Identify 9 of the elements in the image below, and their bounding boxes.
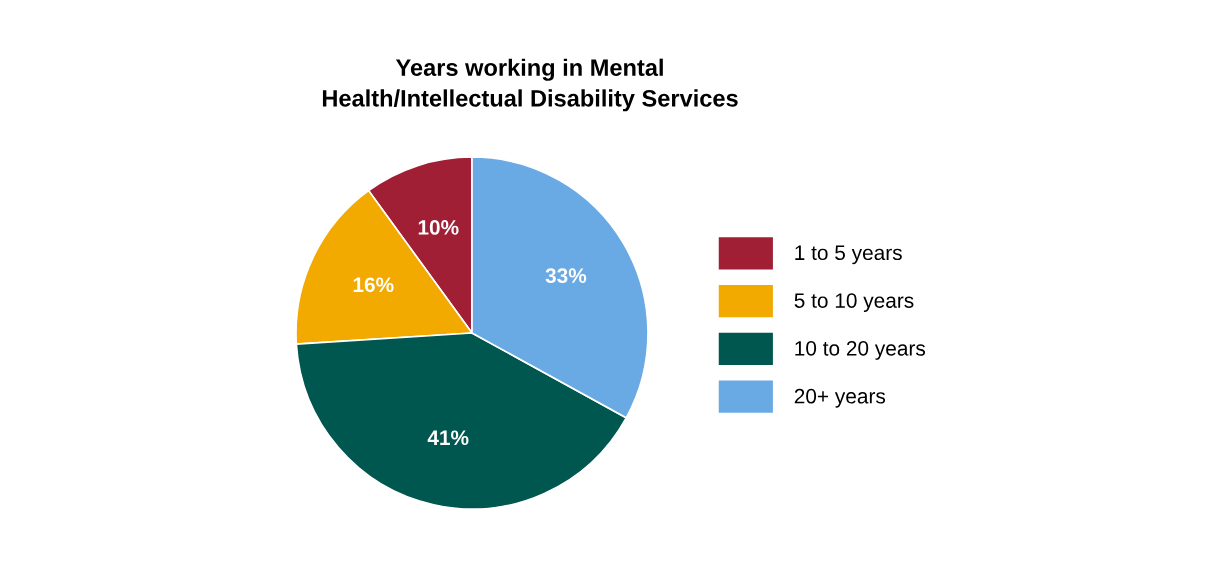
legend-label: 20+ years bbox=[794, 388, 886, 408]
chart-title: Years working in Mental Health/Intellectual Disability Services bbox=[322, 58, 738, 112]
legend-label: 10 to 20 years bbox=[795, 340, 926, 360]
data-label: 16% bbox=[353, 277, 394, 293]
data-label: 10% bbox=[418, 220, 459, 235]
legend-label: 1 to 5 years bbox=[795, 245, 902, 265]
legend-label: 5 to 10 years bbox=[794, 293, 914, 313]
data-label: 33% bbox=[545, 268, 587, 284]
data-label: 41% bbox=[427, 430, 469, 446]
